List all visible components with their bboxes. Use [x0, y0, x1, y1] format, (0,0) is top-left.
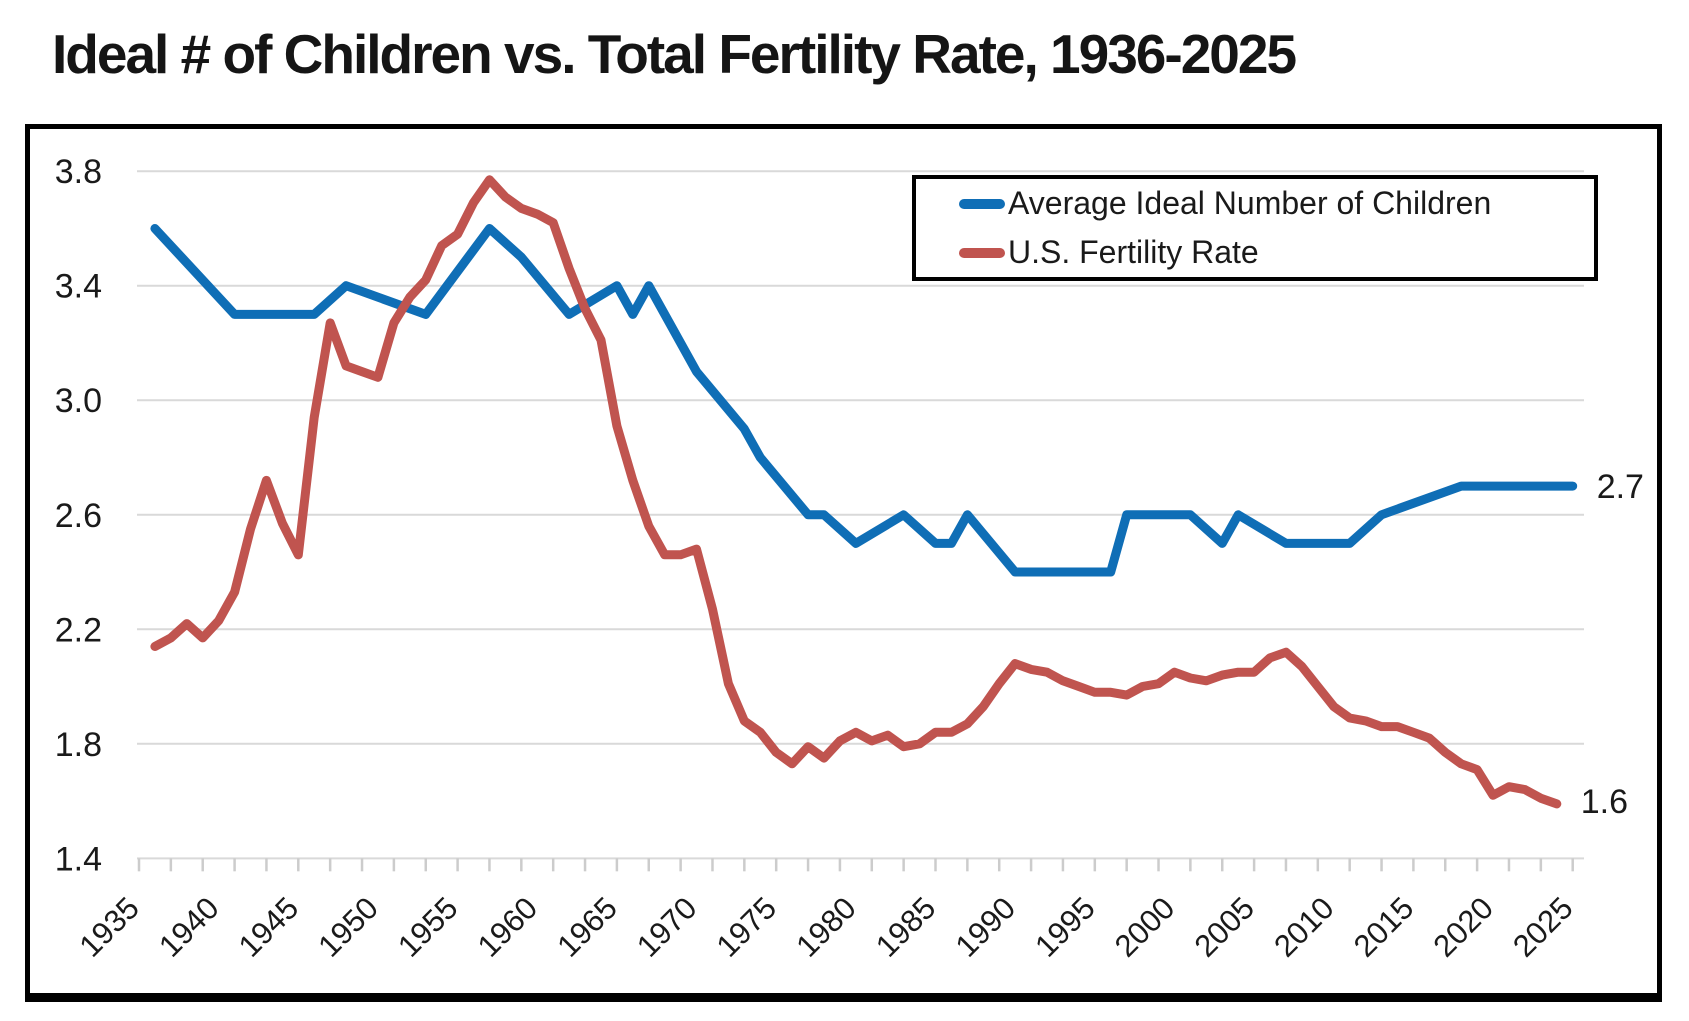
legend-item-ideal-children: Average Ideal Number of Children [959, 179, 1594, 228]
x-tick-label: 1960 [471, 890, 545, 964]
x-tick-label: 2005 [1188, 890, 1262, 964]
x-tick-label: 2015 [1347, 890, 1421, 964]
x-tick-label: 1945 [232, 890, 306, 964]
x-tick-label: 1950 [311, 890, 385, 964]
y-tick-label: 2.6 [55, 497, 102, 535]
chart-legend: Average Ideal Number of Children U.S. Fe… [912, 175, 1598, 281]
x-tick-label: 2000 [1108, 890, 1182, 964]
x-tick-label: 1980 [789, 890, 863, 964]
x-tick-label: 2010 [1267, 890, 1341, 964]
legend-label-ideal-children: Average Ideal Number of Children [1008, 185, 1492, 221]
y-tick-label: 1.4 [55, 840, 102, 878]
fertility-rate-line [150, 175, 1562, 809]
y-tick-label: 3.8 [55, 153, 102, 191]
page-title: Ideal # of Children vs. Total Fertility … [52, 23, 1297, 85]
x-tick-label: 1995 [1028, 890, 1102, 964]
ideal-end-value-label: 2.7 [1597, 468, 1644, 506]
y-tick-label: 2.2 [55, 611, 102, 649]
x-tick-label: 1975 [710, 890, 784, 964]
x-tick-label: 1940 [152, 890, 226, 964]
ideal-children-line-swatch-icon [959, 198, 1005, 209]
legend-item-fertility-rate: U.S. Fertility Rate [959, 228, 1594, 277]
fertility-end-value-label: 1.6 [1581, 783, 1628, 821]
x-tick-label: 1970 [630, 890, 704, 964]
x-tick-label: 2025 [1506, 890, 1580, 964]
fertility-rate-line-swatch-icon [959, 247, 1005, 258]
x-tick-label: 2020 [1426, 890, 1500, 964]
y-tick-label: 1.8 [55, 726, 102, 764]
ideal-children-line [150, 224, 1578, 577]
y-tick-label: 3.4 [55, 268, 102, 306]
x-tick-label: 1985 [869, 890, 943, 964]
x-tick-label: 1935 [72, 890, 146, 964]
legend-label-fertility-rate: U.S. Fertility Rate [1008, 234, 1259, 270]
x-tick-label: 1955 [391, 890, 465, 964]
y-tick-label: 3.0 [55, 382, 102, 420]
x-tick-label: 1990 [949, 890, 1023, 964]
x-tick-label: 1965 [550, 890, 624, 964]
